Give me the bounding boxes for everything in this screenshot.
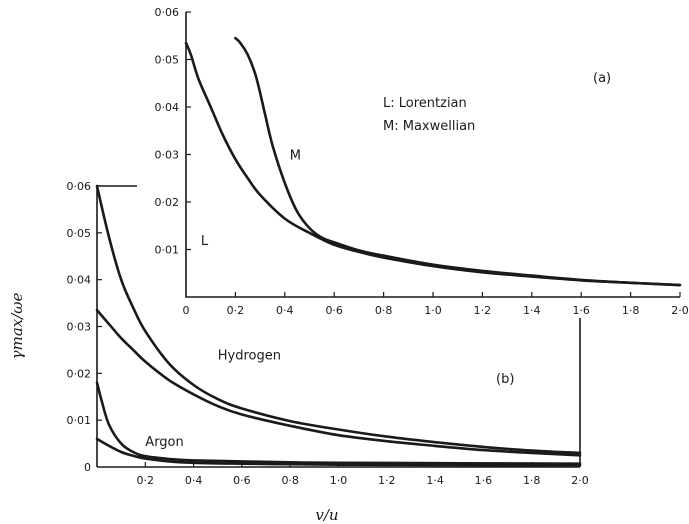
panel-b-y-tick-label: 0·04 xyxy=(67,274,92,287)
panel-a-y-tick-label: 0·02 xyxy=(155,196,180,209)
panel-a-x-ticks: 0 0·2 0·4 0·6 0·8 1·0 1·2 1·4 1·6 1·8 2·0 xyxy=(183,292,689,317)
panel-b-x-tick-label: 0·4 xyxy=(185,474,203,487)
panel-a-curves xyxy=(184,36,682,287)
panel-b-x-tick-label: 1·8 xyxy=(523,474,541,487)
panel-b-y-tick-label: 0·03 xyxy=(67,321,92,334)
panel-b-x-tick-label: 1·0 xyxy=(330,474,348,487)
panel-a-x-tick-label: 1·4 xyxy=(523,304,541,317)
panel-b-x-tick-label: 0·8 xyxy=(281,474,299,487)
panel-b-curve-4 xyxy=(95,437,582,467)
panel-a-x-tick-label: 1·0 xyxy=(424,304,442,317)
panel-a-x-tick-label: 0·2 xyxy=(227,304,245,317)
panel-a-x-tick-label: 1·8 xyxy=(622,304,640,317)
panel-b-y-tick-label: 0·05 xyxy=(67,227,92,240)
panel-a-x-tick-label: 1·6 xyxy=(572,304,590,317)
panel-a-y-tick-label: 0·03 xyxy=(155,149,180,162)
panel-a-y-ticks: 0·01 0·02 0·03 0·04 0·05 0·06 xyxy=(155,6,191,257)
panel-a-label: (a) xyxy=(593,71,611,86)
panel-a-series-label: M xyxy=(290,148,301,163)
panel-a-labels: LM xyxy=(201,148,301,249)
panel-b: 0 0·01 0·02 0·03 0·04 0·05 0·06 0·2 0·4 0·6 0·8 1·… xyxy=(8,180,589,524)
panel-b-y-tick-label: 0·02 xyxy=(67,367,92,380)
panel-b-x-tick-label: 2·0 xyxy=(571,474,589,487)
panel-b-y-tick-label: 0·01 xyxy=(67,414,92,427)
panel-a-x-tick-label: 0·4 xyxy=(276,304,294,317)
legend-line-maxwellian: M: Maxwellian xyxy=(383,119,475,134)
panel-a-background xyxy=(180,12,680,308)
legend-line-lorentzian: L: Lorentzian xyxy=(383,96,467,111)
panel-a-series-label: L xyxy=(201,234,209,249)
panel-b-x-tick-label: 1·6 xyxy=(475,474,493,487)
panel-b-y-ticks: 0 0·01 0·02 0·03 0·04 0·05 0·06 xyxy=(67,180,102,474)
panel-a-y-tick-label: 0·01 xyxy=(155,244,180,257)
panel-a: 0·01 0·02 0·03 0·04 0·05 0·06 0 0·2 0·4 0·6 0·8 1·… xyxy=(97,6,689,317)
panel-b-x-tick-label: 1·4 xyxy=(426,474,444,487)
panel-a-x-tick-label: 2·0 xyxy=(671,304,689,317)
panel-b-x-tick-label: 0·6 xyxy=(233,474,251,487)
panel-a-y-tick-label: 0·04 xyxy=(155,101,180,114)
panel-a-x-tick-label: 1·2 xyxy=(474,304,492,317)
panel-b-x-tick-label: 0·2 xyxy=(137,474,155,487)
panel-a-x-tick-label: 0·8 xyxy=(375,304,393,317)
panel-a-y-tick-label: 0·06 xyxy=(155,6,180,19)
panel-a-curve-m xyxy=(234,36,682,287)
panel-b-x-tick-label: 1·2 xyxy=(378,474,396,487)
panel-b-curve-1 xyxy=(95,184,582,455)
panel-b-curve-3 xyxy=(95,381,582,465)
panel-b-y-tick-label: 0 xyxy=(84,461,91,474)
y-axis-title: γmax/ωe xyxy=(8,293,26,360)
x-axis-title: v/u xyxy=(315,506,338,524)
panel-a-x-tick-label: 0 xyxy=(183,304,190,317)
panel-a-y-tick-label: 0·05 xyxy=(155,54,180,67)
panel-b-group-label: Hydrogen xyxy=(218,348,281,363)
panel-a-x-tick-label: 0·6 xyxy=(325,304,343,317)
panel-b-curve-2 xyxy=(95,308,582,457)
panel-b-labels: Hydrogen Argon xyxy=(145,348,281,450)
panel-b-label: (b) xyxy=(496,372,514,387)
panel-b-curves xyxy=(95,184,582,467)
panel-b-y-tick-label: 0·06 xyxy=(67,180,92,193)
panel-b-group-label: Argon xyxy=(145,435,183,450)
